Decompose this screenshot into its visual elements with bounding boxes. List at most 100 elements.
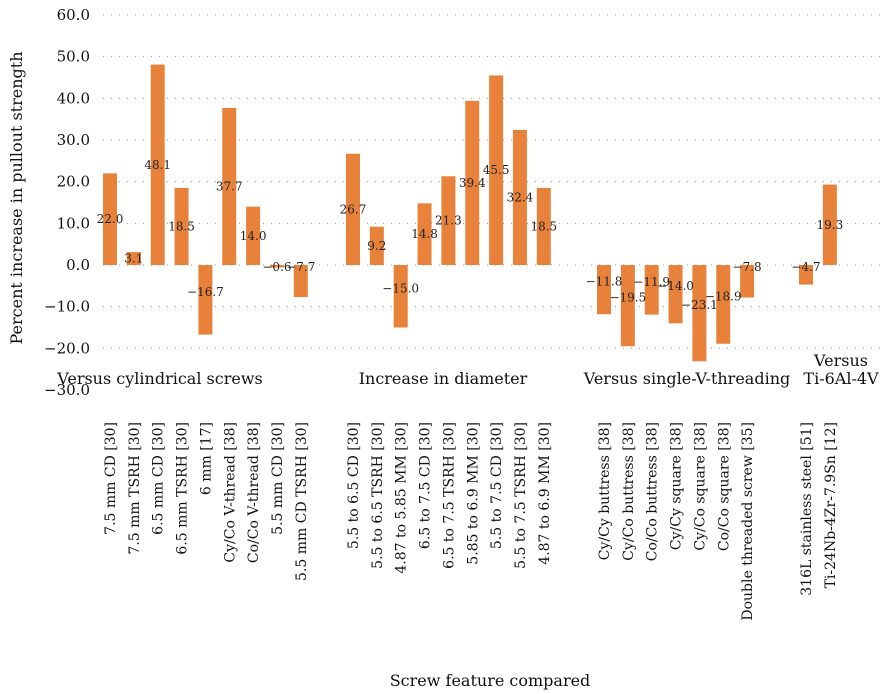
y-tick-label: 30.0 [57, 131, 90, 149]
data-label: 14.0 [240, 229, 267, 243]
bar [740, 265, 755, 298]
group-label: Versus [813, 351, 868, 370]
bar [716, 265, 731, 344]
bar [269, 265, 284, 268]
data-label: 22.0 [97, 212, 124, 226]
bar [417, 203, 432, 265]
data-label: 3.1 [124, 252, 143, 266]
bar [822, 184, 837, 265]
x-tick-label: 316L stainless steel [51] [799, 422, 815, 596]
y-tick-label: −30.0 [44, 381, 90, 399]
bar [222, 107, 237, 266]
group-label: Versus single-V-threading [583, 369, 791, 388]
data-label: −18.9 [705, 289, 742, 303]
x-tick-label: Co/Co buttress [38] [645, 422, 661, 561]
y-tick-label: 10.0 [57, 214, 90, 232]
data-label: −7.8 [733, 260, 762, 274]
x-tick-label: Cy/Co square [38] [692, 422, 708, 551]
x-tick-label: 5.5 mm CD TSRH [30] [294, 422, 310, 581]
data-label: −23.1 [681, 298, 718, 312]
y-tick-label: −10.0 [44, 298, 90, 316]
bar [441, 176, 456, 265]
data-label: 39.4 [459, 176, 486, 190]
bar [489, 75, 504, 266]
x-tick-label: 7.5 mm CD [30] [103, 422, 119, 535]
x-tick-label: Double threaded screw [35] [740, 422, 756, 621]
bar [393, 265, 408, 328]
group-label: Versus cylindrical screws [56, 369, 262, 388]
bar [799, 265, 813, 285]
bar [620, 265, 635, 347]
y-tick-label: 50.0 [57, 48, 90, 66]
bar [512, 130, 527, 265]
bar [644, 265, 659, 315]
x-tick-label: Ti-24Nb-4Zr-7.9Sn [12] [823, 422, 839, 588]
y-tick-label: 60.0 [57, 6, 90, 24]
category-labels: 7.5 mm CD [30] 7.5 mm TSRH [30] 6.5 mm CD … [103, 422, 839, 621]
x-tick-label: 6.5 to 7.5 TSRH [30] [441, 422, 457, 569]
x-tick-label: Cy/Cy buttress [38] [597, 422, 613, 560]
x-tick-label: 4.87 to 6.9 MM [30] [537, 422, 553, 565]
data-label: 48.1 [144, 158, 171, 172]
x-tick-label: Cy/Cy square [38] [669, 422, 685, 550]
bar [150, 64, 165, 265]
bar [369, 226, 384, 265]
bar [346, 153, 360, 265]
data-label: −4.7 [791, 260, 820, 274]
data-label: −11.9 [633, 275, 670, 289]
bar [692, 265, 707, 362]
data-label: −0.6 [262, 260, 291, 274]
data-label: 14.8 [411, 227, 438, 241]
data-label: −11.8 [586, 275, 623, 289]
bar [103, 173, 117, 265]
x-tick-label: Cy/Co V-thread [38] [222, 422, 238, 563]
x-axis-label: Screw feature compared [390, 671, 591, 690]
bar [174, 187, 189, 265]
bar [465, 100, 480, 265]
data-label: 18.5 [168, 219, 195, 233]
y-axis-label: Percent increase in pullout strength [7, 52, 26, 345]
bar [126, 252, 141, 265]
x-tick-label: 5.5 to 7.5 TSRH [30] [513, 422, 529, 569]
data-label: 9.2 [367, 239, 386, 253]
group-label: Increase in diameter [359, 369, 528, 388]
x-tick-label: 6.5 mm TSRH [30] [175, 422, 191, 555]
data-label: 19.3 [816, 218, 843, 232]
data-label: 45.5 [483, 163, 510, 177]
x-tick-label: 7.5 mm TSRH [30] [127, 422, 143, 555]
x-tick-label: 6.5 mm CD [30] [151, 422, 167, 535]
x-tick-label: 4.87 to 5.85 MM [30] [394, 422, 410, 574]
bar [536, 187, 551, 265]
data-label: 18.5 [530, 219, 557, 233]
bar [198, 265, 213, 335]
x-tick-label: 5.85 to 6.9 MM [30] [465, 422, 481, 565]
data-label: −7.7 [286, 260, 315, 274]
y-tick-label: 40.0 [57, 89, 90, 107]
x-tick-label: 5.5 to 6.5 CD [30] [346, 422, 362, 549]
data-label: 21.3 [435, 214, 462, 228]
y-tick-label: 20.0 [57, 173, 90, 191]
data-label: −19.5 [609, 291, 646, 305]
y-tick-label: 0.0 [66, 256, 90, 274]
data-label: 32.4 [507, 191, 534, 205]
data-label: −16.7 [187, 285, 224, 299]
bar [597, 265, 611, 315]
x-tick-label: Co/Co V-thread [38] [246, 422, 262, 563]
x-tick-label: Co/Co square [38] [716, 422, 732, 551]
bars [103, 64, 837, 362]
y-tick-label: −20.0 [44, 339, 90, 357]
x-tick-label: 5.5 to 7.5 CD [30] [489, 422, 505, 549]
data-label: 26.7 [340, 202, 367, 216]
x-tick-label: 5.5 to 6.5 TSRH [30] [370, 422, 386, 569]
bar [293, 265, 308, 298]
y-axis: 60.0 50.0 40.0 30.0 20.0 10.0 0.0 −10.0 −20.0 −30… [44, 6, 90, 399]
data-label: −14.0 [657, 279, 694, 293]
bar [246, 206, 261, 265]
x-tick-label: 5.5 mm CD [30] [270, 422, 286, 535]
data-labels: 22.0 3.1 48.1 18.5 −16.7 37.7 14.0 −0.6−7.7 26.7… [97, 158, 844, 312]
bar [668, 265, 683, 324]
x-tick-label: Cy/Co buttress [38] [621, 422, 637, 561]
data-label: 37.7 [216, 179, 243, 193]
x-tick-label: 6.5 to 7.5 CD [30] [418, 422, 434, 549]
